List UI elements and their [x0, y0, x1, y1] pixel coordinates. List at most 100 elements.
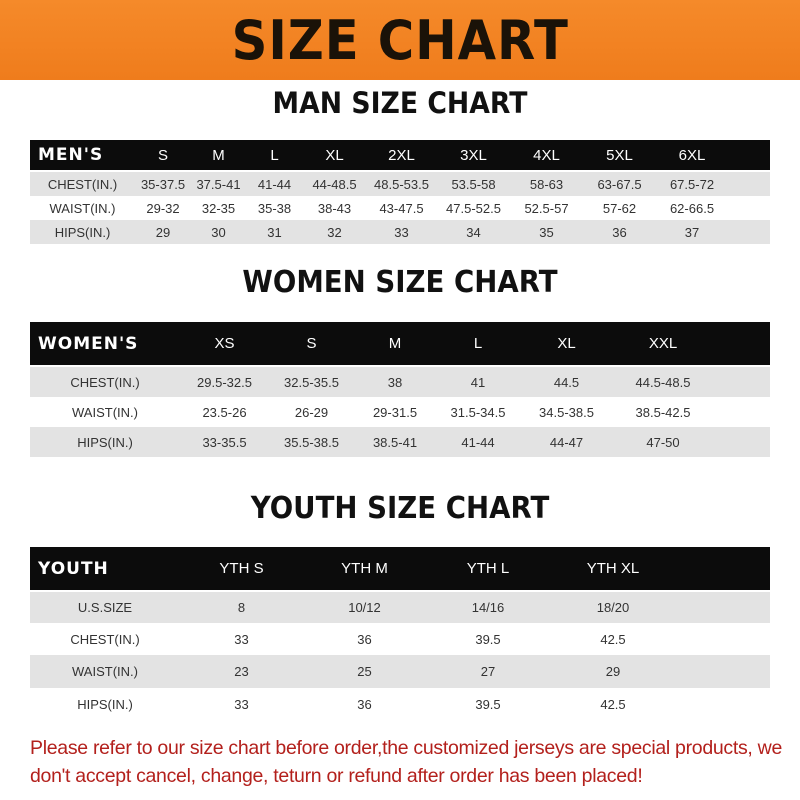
cell: 23.5-26 — [202, 404, 247, 420]
table-row: CHEST(IN.) 29.5-32.5 32.5-35.5 38 41 44.5 44.5… — [30, 367, 770, 397]
cell: 6XL — [678, 146, 706, 164]
cell: 41 — [470, 374, 486, 390]
cell: L — [270, 146, 279, 164]
cell: 29 — [605, 664, 621, 679]
cell: 37.5-41 — [196, 176, 241, 192]
cell: 23 — [234, 664, 249, 679]
cell: XL — [325, 146, 344, 164]
cell: 43-47.5 — [379, 200, 424, 216]
cell: 47.5-52.5 — [446, 200, 501, 216]
row-label: WAIST(IN.) — [72, 404, 138, 420]
cell: 33 — [234, 696, 249, 712]
cell: 52.5-57 — [524, 200, 569, 216]
cell: M — [388, 335, 402, 352]
cell: 2XL — [388, 146, 415, 164]
cell: YTH XL — [586, 560, 640, 577]
row-label: WAIST(IN.) — [72, 664, 138, 679]
cell: 38.5-41 — [372, 434, 418, 450]
cell: 29-32 — [146, 200, 180, 216]
cell: 41-44 — [257, 176, 292, 192]
cell: 62-66.5 — [669, 200, 715, 216]
cell: 37 — [684, 224, 700, 240]
row-label: HIPS(IN.) — [77, 434, 133, 450]
cell: 38-43 — [317, 200, 352, 216]
cell: 18/20 — [596, 600, 630, 615]
cell: 63-67.5 — [597, 176, 642, 192]
cell: YTH L — [466, 560, 510, 577]
cell: 32 — [327, 224, 342, 240]
cell: 36 — [612, 224, 627, 240]
table-row: WAIST(IN.) 23.5-26 26-29 29-31.5 31.5-34.5 34… — [30, 397, 770, 427]
cell: 35 — [539, 224, 554, 240]
row-label: WAIST(IN.) — [49, 200, 116, 216]
cell: 39.5 — [475, 696, 501, 712]
cell: 36 — [357, 696, 372, 712]
cell: 3XL — [460, 146, 487, 164]
cell: 34 — [466, 224, 481, 240]
cell: 33 — [394, 224, 409, 240]
cell: S — [306, 335, 317, 352]
cell: 36 — [357, 631, 372, 647]
cell: XXL — [648, 335, 678, 352]
cell: 44-48.5 — [312, 176, 357, 192]
row-label: CHEST(IN.) — [47, 176, 118, 192]
cell: 33 — [234, 631, 249, 647]
cell: 29 — [155, 224, 171, 240]
cell: 41-44 — [461, 434, 495, 450]
cell: YTH S — [219, 560, 264, 577]
row-label: HIPS(IN.) — [77, 696, 133, 712]
table-row: HIPS(IN.) 33-35.5 35.5-38.5 38.5-41 41-44 44-… — [30, 427, 770, 457]
cell: 47-50 — [646, 434, 680, 450]
cell: 39.5 — [475, 631, 501, 647]
table-row: WAIST(IN.) 23 25 27 29 — [30, 655, 770, 688]
cell: 67.5-72 — [669, 176, 715, 192]
header-row: WOMEN'S XS S M L XL XXL — [30, 322, 770, 365]
row-label: WOMEN'S — [38, 333, 139, 354]
cell: 32.5-35.5 — [284, 374, 339, 390]
cell: 10/12 — [348, 600, 381, 615]
cell: 29.5-32.5 — [197, 374, 252, 390]
cell: L — [473, 335, 483, 352]
cell: 35-37.5 — [140, 176, 186, 192]
row-label: HIPS(IN.) — [54, 224, 111, 240]
row-label: CHEST(IN.) — [70, 631, 140, 647]
cell: 57-62 — [602, 200, 637, 216]
cell: 42.5 — [600, 631, 626, 647]
table-row: U.S.SIZE 8 10/12 14/16 18/20 — [30, 592, 770, 623]
cell: M — [212, 146, 225, 164]
cell: 4XL — [533, 146, 560, 164]
cell: 32-35 — [201, 200, 236, 216]
cell: S — [157, 146, 168, 164]
cell: 35.5-38.5 — [284, 434, 339, 450]
cell: 5XL — [606, 146, 633, 164]
cell: 26-29 — [294, 404, 329, 420]
cell: XS — [214, 335, 235, 352]
cell: 44-47 — [549, 434, 584, 450]
cell: 44.5 — [553, 374, 580, 390]
cell: 8 — [237, 600, 246, 615]
cell: 25 — [357, 664, 372, 679]
cell: 42.5 — [600, 696, 626, 712]
cell: 35-38 — [257, 200, 292, 216]
cell: 58-63 — [529, 176, 564, 192]
cell: 48.5-53.5 — [374, 176, 429, 192]
cell: 44.5-48.5 — [635, 374, 691, 390]
women-title: WOMEN SIZE CHART — [242, 265, 558, 300]
banner: SIZE CHART — [0, 0, 800, 80]
row-label: U.S.SIZE — [77, 600, 133, 615]
cell: 31.5-34.5 — [450, 404, 506, 420]
men-title: MAN SIZE CHART — [272, 86, 528, 120]
order-note: Please refer to our size chart before or… — [30, 737, 782, 787]
cell: 27 — [480, 664, 496, 679]
table-row: HIPS(IN.) 29 30 31 32 33 34 35 36 37 — [30, 220, 770, 244]
women-table: WOMEN'S XS S M L XL XXL CHEST(IN.) 29.5-32.5 32.5… — [30, 322, 770, 457]
table-row: HIPS(IN.) 33 36 39.5 42.5 — [30, 688, 770, 720]
cell: 38.5-42.5 — [635, 404, 691, 420]
youth-table: YOUTH YTH S YTH M YTH L YTH XL U.S.SIZE 8 10/12… — [30, 547, 770, 720]
men-table: MEN'S S M L XL 2XL 3XL 4XL 5XL 6XL CHEST(IN.) 35-37… — [30, 140, 770, 244]
header-row: MEN'S S M L XL 2XL 3XL 4XL 5XL 6XL — [30, 140, 770, 170]
header-row: YOUTH YTH S YTH M YTH L YTH XL — [30, 547, 770, 590]
cell: XL — [557, 335, 576, 352]
banner-title: SIZE CHART — [231, 8, 569, 72]
cell: 34.5-38.5 — [539, 404, 594, 420]
